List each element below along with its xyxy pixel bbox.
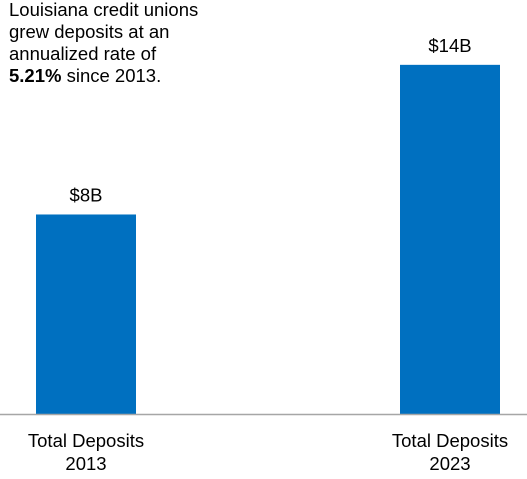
chart-annotation: Louisiana credit unions grew deposits at… (9, 0, 279, 87)
annotation-line-1: Louisiana credit unions (9, 0, 199, 20)
bar-1 (400, 64, 500, 414)
annotation-line-3: annualized rate of (9, 43, 157, 64)
data-label-1: $14B (428, 35, 471, 56)
category-label-0-line-0: Total Deposits (28, 430, 144, 451)
annotation-rate-suffix: since 2013. (61, 65, 162, 86)
category-label-0-line-1: 2013 (65, 453, 106, 474)
bar-0 (36, 214, 136, 414)
annotation-line-4: 5.21% since 2013. (9, 65, 279, 87)
category-label-1-line-1: 2023 (429, 453, 470, 474)
annotation-line-2: grew deposits at an (9, 21, 170, 42)
data-label-0: $8B (70, 184, 103, 205)
annotation-rate: 5.21% (9, 65, 62, 86)
category-label-1-line-0: Total Deposits (392, 430, 508, 451)
